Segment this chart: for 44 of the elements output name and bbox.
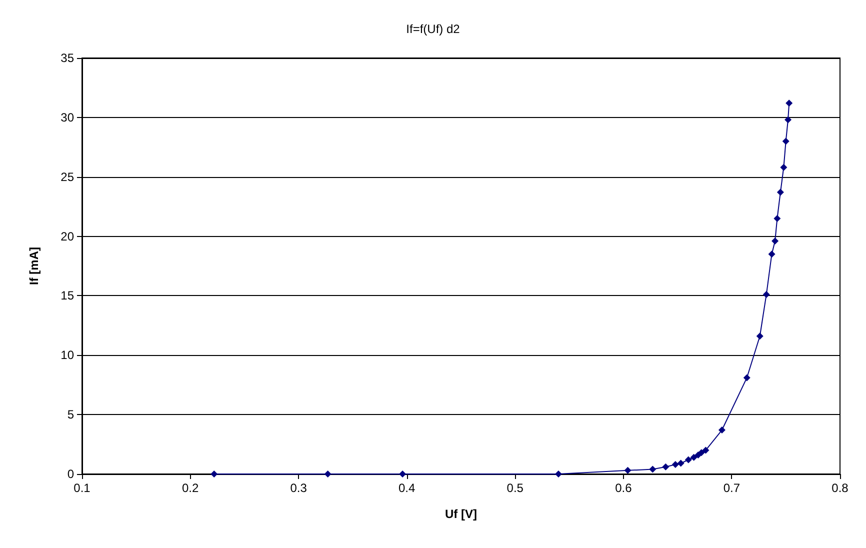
point [756,332,764,340]
point [662,463,670,470]
y-tick-label: 10 [60,348,74,362]
point [624,466,632,474]
point [786,100,793,107]
y-tick-label: 20 [60,229,74,244]
point [399,470,406,478]
x-tick-label: 0.8 [832,481,849,495]
point [554,470,562,478]
point [677,460,684,467]
point [772,238,779,245]
point [743,374,750,382]
point [782,138,790,145]
point [774,214,781,222]
x-tick-label: 0.6 [615,481,632,495]
point [690,454,698,461]
x-tick-label: 0.4 [398,481,416,495]
point [210,470,218,478]
y-tick-label: 5 [67,408,74,422]
x-axis-title: Uf [V] [445,507,477,521]
y-axis-title: If [mA] [27,247,41,285]
point [776,188,784,196]
point [762,291,770,298]
point [324,470,332,478]
chart-title: If=f(Uf) d2 [406,22,460,36]
x-tick-label: 0.1 [74,481,91,495]
x-tick-label: 0.2 [182,481,199,495]
point [768,250,776,258]
point [780,164,788,171]
y-tick-label: 25 [60,170,74,184]
point [718,426,726,434]
x-tick-label: 0.5 [506,481,524,495]
x-tick-label: 0.3 [290,481,308,495]
point [649,466,656,473]
y-tick-label: 35 [60,51,74,65]
point [672,460,679,468]
y-tick-label: 0 [67,467,74,481]
point [684,456,692,464]
point [784,116,792,124]
x-tick-label: 0.7 [723,481,740,495]
y-tick-label: 30 [60,110,74,124]
point [702,446,710,454]
point [698,449,705,456]
y-tick-label: 15 [60,288,74,303]
